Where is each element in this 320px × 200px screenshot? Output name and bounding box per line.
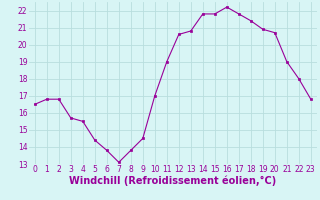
X-axis label: Windchill (Refroidissement éolien,°C): Windchill (Refroidissement éolien,°C) [69,176,276,186]
